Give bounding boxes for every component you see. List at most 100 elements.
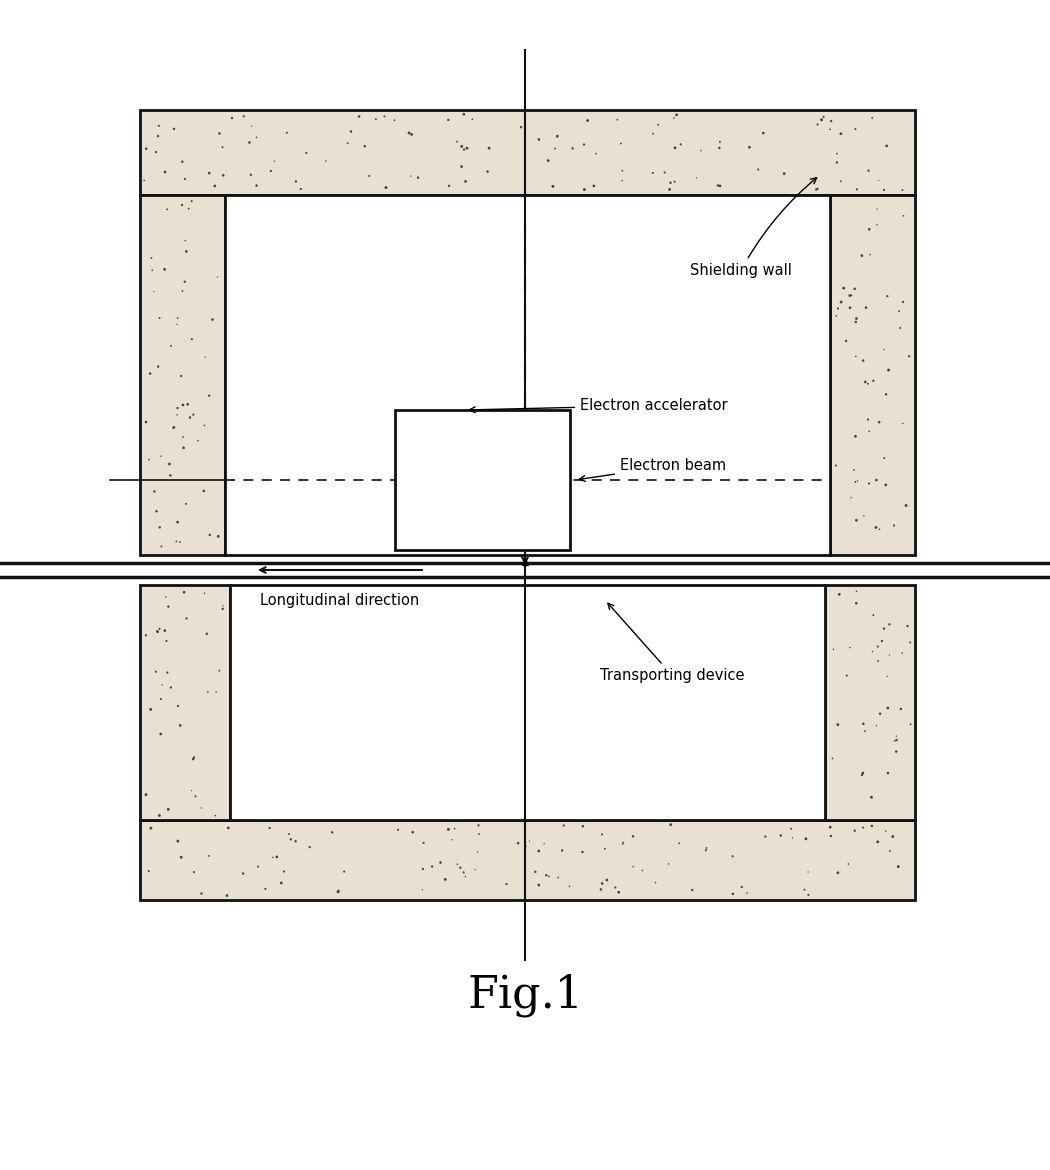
- Point: [861, 220, 878, 239]
- Point: [547, 139, 564, 158]
- Point: [176, 273, 193, 291]
- Point: [174, 395, 191, 414]
- Point: [841, 287, 858, 305]
- Point: [878, 821, 895, 840]
- Point: [739, 883, 756, 902]
- Point: [169, 406, 186, 425]
- Point: [248, 128, 265, 146]
- Point: [214, 599, 231, 618]
- Point: [138, 413, 154, 432]
- Point: [830, 863, 846, 882]
- Point: [148, 143, 165, 161]
- Point: [204, 310, 220, 329]
- Point: [868, 215, 885, 234]
- Point: [855, 351, 872, 370]
- Point: [186, 862, 203, 881]
- Point: [521, 832, 538, 851]
- Text: Longitudinal direction: Longitudinal direction: [260, 593, 419, 608]
- Point: [827, 307, 844, 325]
- Point: [901, 346, 918, 365]
- Point: [868, 716, 885, 735]
- Point: [452, 859, 468, 878]
- Point: [356, 137, 373, 156]
- Point: [141, 861, 158, 880]
- Point: [580, 111, 596, 130]
- Point: [151, 309, 168, 328]
- Point: [168, 532, 185, 551]
- Point: [592, 880, 609, 899]
- Point: [895, 206, 911, 225]
- Point: [214, 597, 231, 615]
- Point: [138, 785, 154, 804]
- Point: [540, 151, 557, 170]
- Point: [182, 408, 198, 427]
- Point: [183, 782, 200, 800]
- Point: [174, 152, 191, 171]
- Point: [596, 839, 613, 858]
- Point: [724, 885, 741, 903]
- Point: [625, 858, 642, 876]
- Point: [672, 135, 689, 153]
- Point: [141, 450, 158, 469]
- Point: [782, 819, 799, 838]
- Point: [860, 411, 877, 429]
- Point: [410, 168, 426, 187]
- Point: [215, 166, 232, 185]
- Point: [138, 626, 154, 645]
- Point: [833, 292, 849, 311]
- Point: [810, 179, 826, 198]
- Bar: [140, 195, 225, 555]
- Point: [269, 847, 286, 866]
- Point: [423, 858, 440, 876]
- Point: [159, 200, 175, 219]
- Point: [823, 112, 840, 131]
- Point: [200, 682, 216, 701]
- Point: [201, 164, 217, 183]
- Point: [261, 819, 278, 838]
- Point: [879, 667, 896, 686]
- Point: [218, 886, 235, 904]
- Point: [159, 632, 175, 651]
- Point: [847, 347, 864, 366]
- Point: [800, 862, 817, 881]
- Point: [173, 195, 190, 214]
- Point: [243, 165, 259, 184]
- Point: [741, 138, 758, 157]
- Point: [195, 482, 212, 501]
- Point: [662, 180, 678, 199]
- Text: Electron accelerator: Electron accelerator: [469, 398, 728, 413]
- Point: [857, 372, 874, 391]
- Point: [142, 700, 159, 718]
- Point: [800, 886, 817, 904]
- Point: [257, 880, 274, 899]
- Point: [288, 832, 304, 851]
- Point: [184, 330, 201, 349]
- Point: [843, 488, 860, 507]
- Point: [538, 866, 554, 885]
- Point: [186, 748, 203, 766]
- Point: [862, 246, 879, 264]
- Point: [144, 261, 161, 280]
- Point: [869, 652, 886, 670]
- Point: [173, 366, 190, 385]
- Point: [469, 842, 486, 861]
- Point: [667, 138, 684, 157]
- Point: [625, 827, 642, 846]
- Point: [663, 815, 679, 834]
- Point: [292, 180, 309, 199]
- Point: [857, 722, 874, 741]
- Point: [456, 140, 472, 159]
- Point: [776, 164, 793, 183]
- Point: [609, 110, 626, 129]
- Point: [449, 855, 466, 874]
- Point: [855, 764, 872, 783]
- Point: [208, 682, 225, 701]
- Point: [172, 716, 189, 735]
- Point: [498, 875, 514, 894]
- Point: [688, 168, 705, 187]
- Point: [855, 818, 872, 837]
- Point: [895, 414, 911, 433]
- Point: [273, 874, 290, 893]
- Point: [163, 679, 180, 697]
- Point: [869, 638, 886, 656]
